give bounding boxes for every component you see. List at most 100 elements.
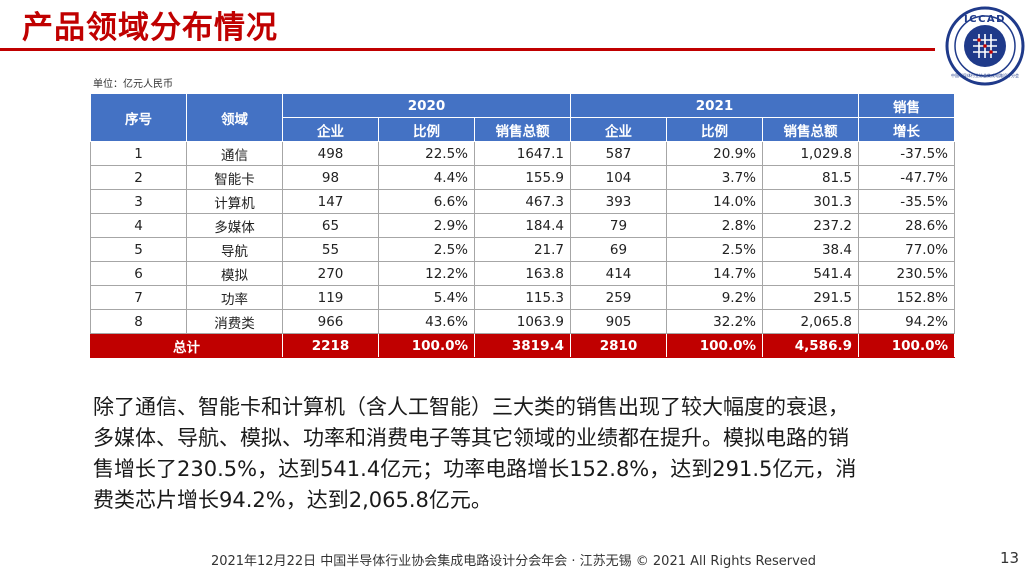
cell-growth: 77.0%: [858, 237, 955, 262]
cell-sales-2020: 1063.9: [474, 309, 571, 334]
cell-seq: 7: [90, 285, 187, 310]
cell-field: 智能卡: [186, 165, 283, 190]
cell-enterprise-2021: 905: [570, 309, 667, 334]
cell-seq: 1: [90, 141, 187, 166]
cell-ratio-2020: 12.2%: [378, 261, 475, 286]
cell-sales-2021: 2,065.8: [762, 309, 859, 334]
cell-enterprise-2021: 79: [570, 213, 667, 238]
cell-sales-2020: 155.9: [474, 165, 571, 190]
table-row: 3 计算机 147 6.6% 467.3 393 14.0% 301.3 -35…: [90, 189, 955, 214]
cell-enterprise-2020: 98: [282, 165, 379, 190]
svg-text:ICCAD: ICCAD: [964, 14, 1006, 25]
cell-ratio-2020: 22.5%: [378, 141, 475, 166]
header-sales-2020: 销售总额: [474, 117, 571, 142]
table-row: 4 多媒体 65 2.9% 184.4 79 2.8% 237.2 28.6%: [90, 213, 955, 238]
cell-enterprise-2021: 104: [570, 165, 667, 190]
cell-ratio-2020: 2.5%: [378, 237, 475, 262]
cell-ratio-2020: 6.6%: [378, 189, 475, 214]
cell-sales-2021: 38.4: [762, 237, 859, 262]
cell-enterprise-2021: 393: [570, 189, 667, 214]
cell-sales-2021: 301.3: [762, 189, 859, 214]
cell-ratio-2021: 2.8%: [666, 213, 763, 238]
cell-enterprise-2020: 498: [282, 141, 379, 166]
cell-seq: 2: [90, 165, 187, 190]
cell-seq: 4: [90, 213, 187, 238]
total-enterprise-2021: 2810: [570, 333, 667, 358]
cell-growth: -35.5%: [858, 189, 955, 214]
header-field: 领域: [186, 93, 283, 142]
cell-ratio-2020: 2.9%: [378, 213, 475, 238]
cell-seq: 3: [90, 189, 187, 214]
cell-field: 模拟: [186, 261, 283, 286]
cell-sales-2020: 184.4: [474, 213, 571, 238]
cell-field: 导航: [186, 237, 283, 262]
header-enterprise-2020: 企业: [282, 117, 379, 142]
total-growth: 100.0%: [858, 333, 955, 358]
cell-sales-2021: 541.4: [762, 261, 859, 286]
cell-sales-2020: 21.7: [474, 237, 571, 262]
cell-sales-2021: 237.2: [762, 213, 859, 238]
cell-ratio-2021: 3.7%: [666, 165, 763, 190]
total-enterprise-2020: 2218: [282, 333, 379, 358]
cell-enterprise-2021: 69: [570, 237, 667, 262]
header-growth-bottom: 增长: [858, 117, 955, 142]
page-number: 13: [1000, 549, 1020, 567]
cell-ratio-2021: 14.7%: [666, 261, 763, 286]
cell-enterprise-2020: 270: [282, 261, 379, 286]
cell-growth: 230.5%: [858, 261, 955, 286]
product-field-table: 序号 领域 2020 2021 销售 企业 比例 销售总额 企业 比例 销售总额…: [90, 93, 955, 358]
table-row: 6 模拟 270 12.2% 163.8 414 14.7% 541.4 230…: [90, 261, 955, 286]
header-enterprise-2021: 企业: [570, 117, 667, 142]
svg-text:中国半导体行业协会集成电路设计分会: 中国半导体行业协会集成电路设计分会: [951, 72, 1019, 78]
total-sales-2020: 3819.4: [474, 333, 571, 358]
summary-paragraph: 除了通信、智能卡和计算机（含人工智能）三大类的销售出现了较大幅度的衰退， 多媒体…: [93, 395, 857, 512]
table-row: 5 导航 55 2.5% 21.7 69 2.5% 38.4 77.0%: [90, 237, 955, 262]
iccad-logo: ICCAD 中国半导体行业协会集成电路设计分会: [945, 6, 1025, 86]
cell-field: 通信: [186, 141, 283, 166]
cell-growth: 28.6%: [858, 213, 955, 238]
header-ratio-2021: 比例: [666, 117, 763, 142]
cell-ratio-2021: 32.2%: [666, 309, 763, 334]
cell-sales-2021: 81.5: [762, 165, 859, 190]
cell-ratio-2021: 14.0%: [666, 189, 763, 214]
cell-ratio-2021: 9.2%: [666, 285, 763, 310]
cell-enterprise-2021: 587: [570, 141, 667, 166]
cell-field: 功率: [186, 285, 283, 310]
cell-sales-2020: 115.3: [474, 285, 571, 310]
footer-text: 2021年12月22日 中国半导体行业协会集成电路设计分会年会 · 江苏无锡 ©…: [210, 554, 817, 569]
header-year-2021: 2021: [570, 93, 859, 118]
cell-enterprise-2020: 966: [282, 309, 379, 334]
table-row: 8 消费类 966 43.6% 1063.9 905 32.2% 2,065.8…: [90, 309, 955, 334]
cell-seq: 5: [90, 237, 187, 262]
cell-field: 消费类: [186, 309, 283, 334]
header-year-2020: 2020: [282, 93, 571, 118]
cell-field: 多媒体: [186, 213, 283, 238]
total-ratio-2021: 100.0%: [666, 333, 763, 358]
header-growth-top: 销售: [858, 93, 955, 118]
total-sales-2021: 4,586.9: [762, 333, 859, 358]
cell-enterprise-2020: 147: [282, 189, 379, 214]
cell-growth: -47.7%: [858, 165, 955, 190]
cell-ratio-2020: 4.4%: [378, 165, 475, 190]
cell-sales-2020: 467.3: [474, 189, 571, 214]
cell-sales-2020: 163.8: [474, 261, 571, 286]
title-underline: [0, 48, 935, 51]
cell-sales-2020: 1647.1: [474, 141, 571, 166]
cell-seq: 6: [90, 261, 187, 286]
cell-sales-2021: 291.5: [762, 285, 859, 310]
cell-growth: -37.5%: [858, 141, 955, 166]
total-row: 总计 2218 100.0% 3819.4 2810 100.0% 4,586.…: [90, 333, 955, 358]
total-ratio-2020: 100.0%: [378, 333, 475, 358]
cell-enterprise-2020: 119: [282, 285, 379, 310]
cell-enterprise-2021: 259: [570, 285, 667, 310]
cell-enterprise-2020: 65: [282, 213, 379, 238]
table-row: 7 功率 119 5.4% 115.3 259 9.2% 291.5 152.8…: [90, 285, 955, 310]
cell-enterprise-2020: 55: [282, 237, 379, 262]
cell-sales-2021: 1,029.8: [762, 141, 859, 166]
header-ratio-2020: 比例: [378, 117, 475, 142]
cell-enterprise-2021: 414: [570, 261, 667, 286]
slide-title: 产品领域分布情况: [22, 10, 278, 46]
table-row: 2 智能卡 98 4.4% 155.9 104 3.7% 81.5 -47.7%: [90, 165, 955, 190]
unit-label: 单位：亿元人民币: [93, 79, 173, 90]
total-label: 总计: [90, 333, 283, 358]
